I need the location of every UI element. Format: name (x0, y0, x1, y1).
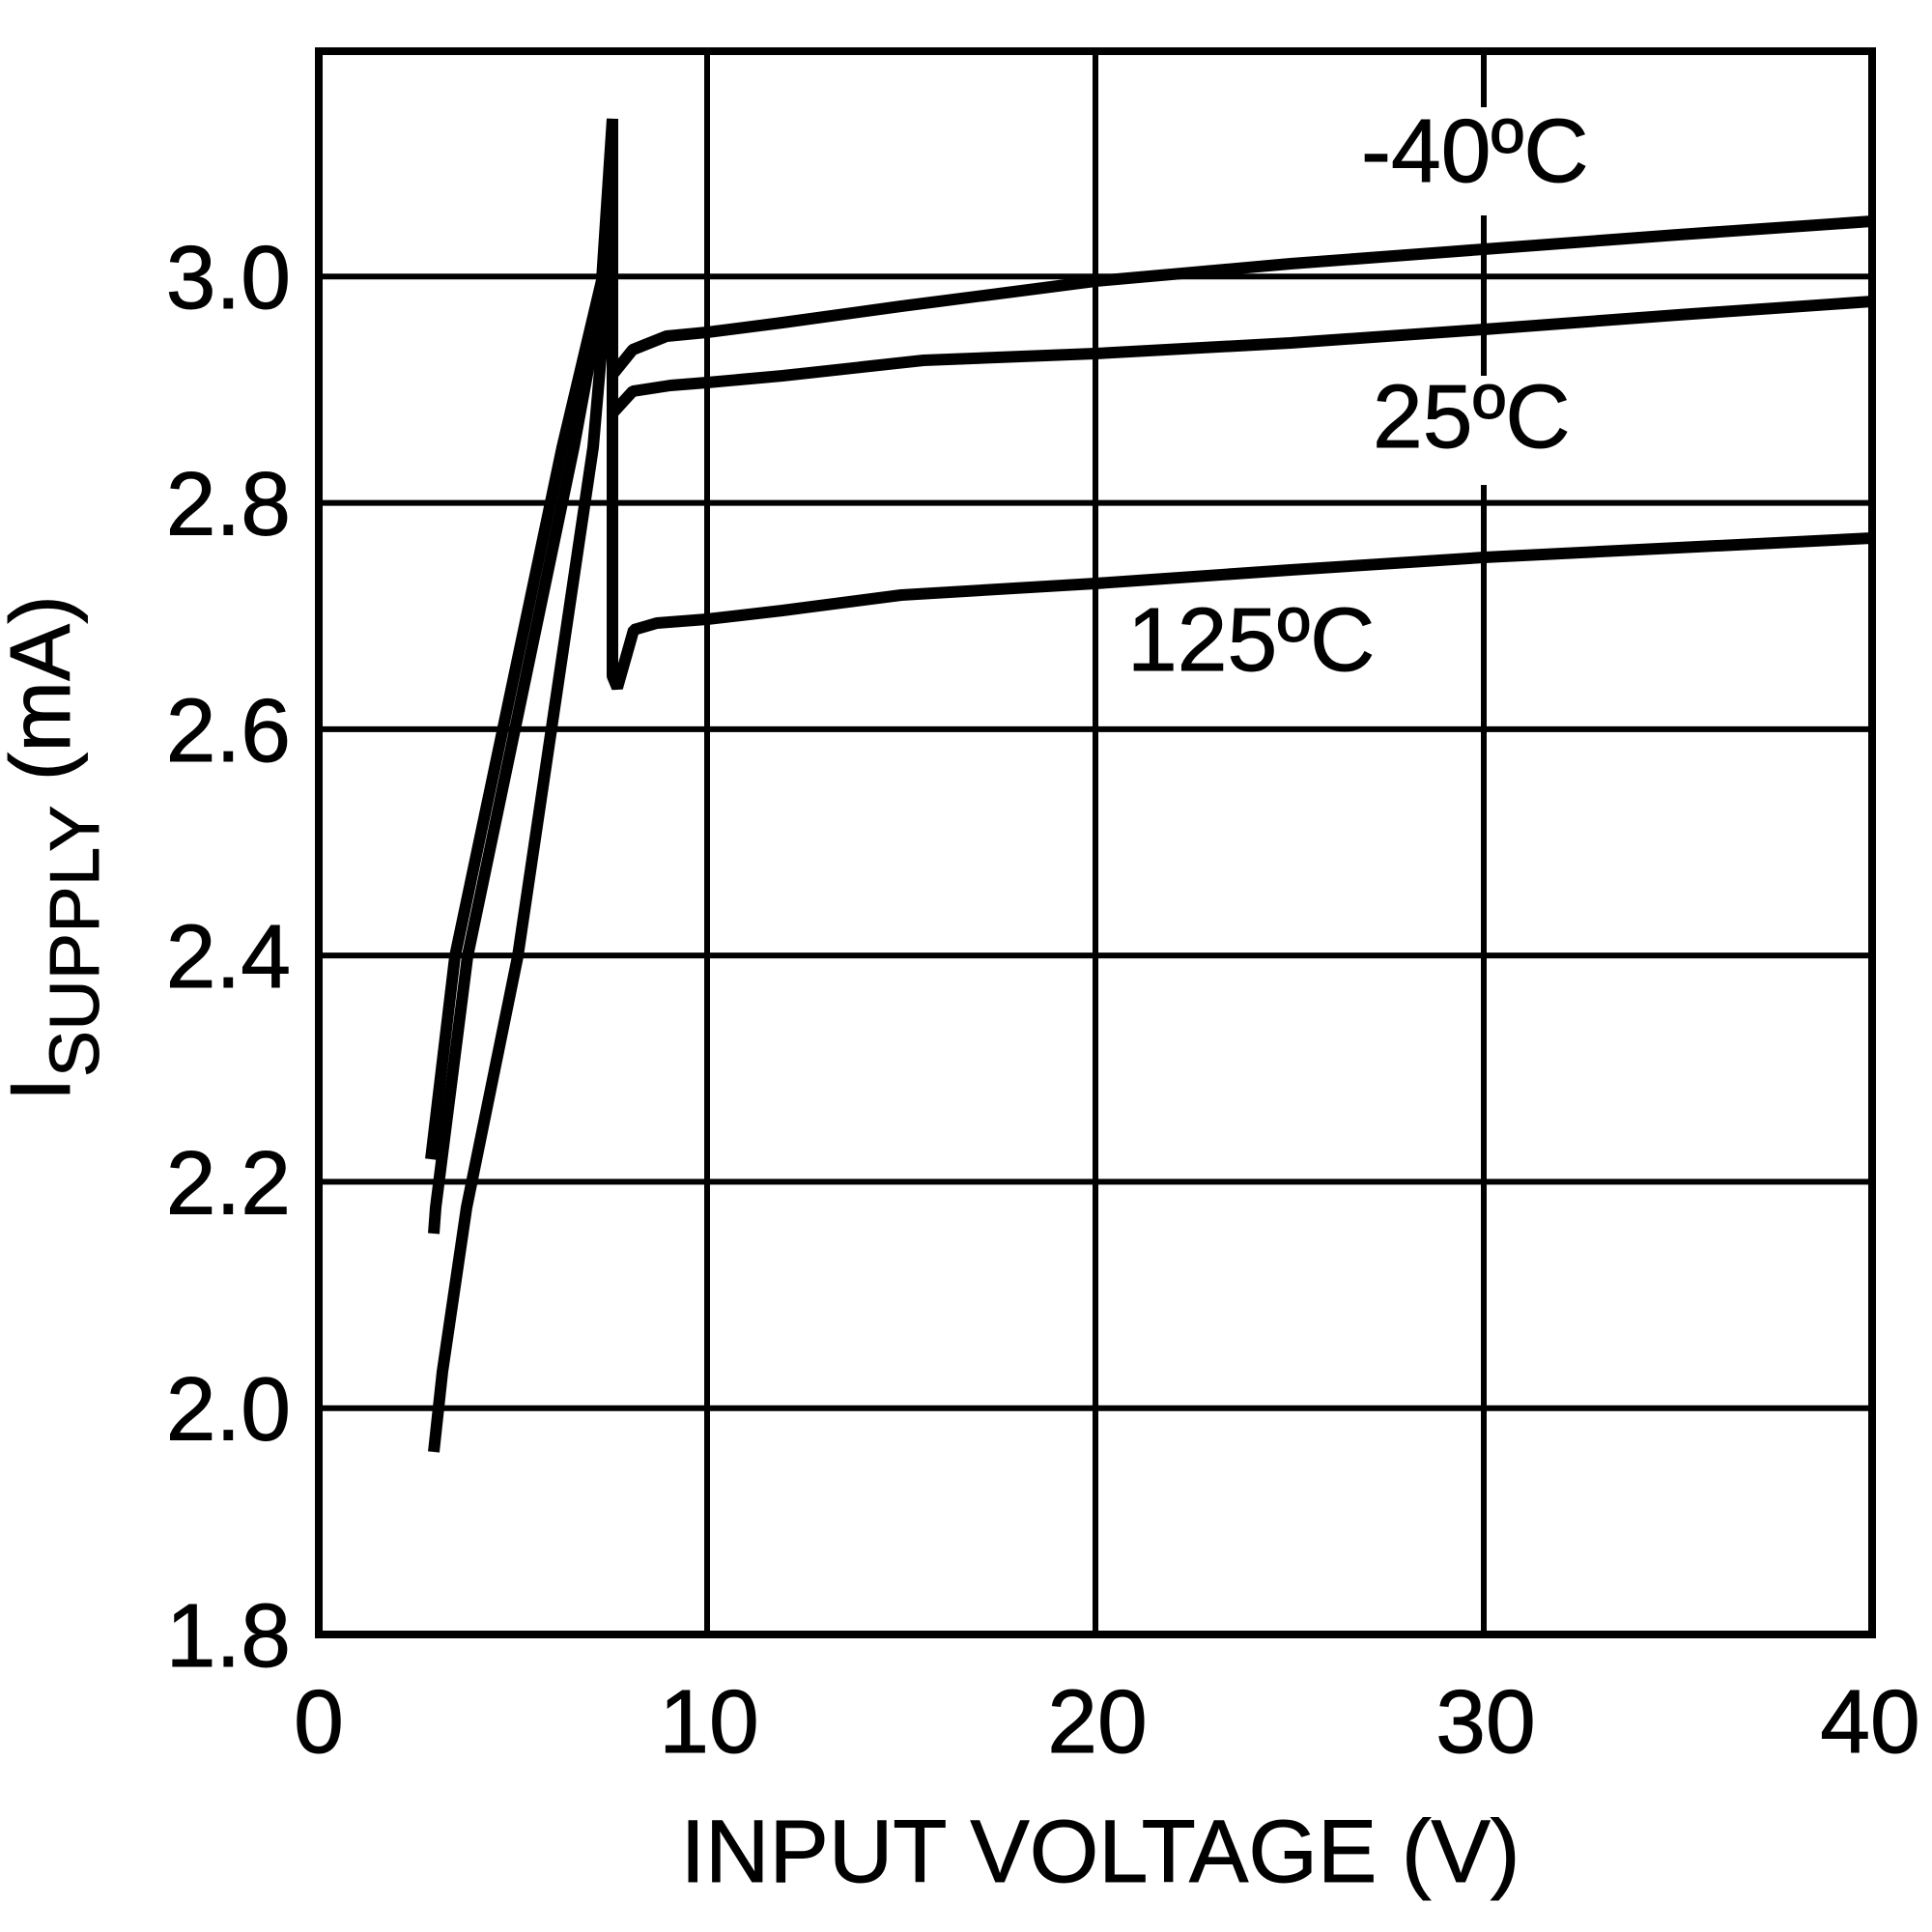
svg-text:20: 20 (1047, 1671, 1147, 1772)
svg-text:125ºC: 125ºC (1127, 589, 1375, 690)
svg-text:30: 30 (1435, 1671, 1535, 1772)
svg-text:40: 40 (1820, 1671, 1919, 1772)
svg-text:3.0: 3.0 (166, 227, 291, 327)
svg-text:2.8: 2.8 (166, 454, 291, 554)
svg-text:10: 10 (659, 1671, 758, 1772)
svg-text:2.6: 2.6 (166, 680, 291, 781)
svg-text:-40ºC: -40ºC (1361, 100, 1589, 201)
svg-text:25ºC: 25ºC (1373, 366, 1571, 467)
svg-text:2.4: 2.4 (166, 906, 291, 1007)
svg-text:1.8: 1.8 (166, 1585, 291, 1686)
svg-text:2.2: 2.2 (166, 1132, 291, 1233)
svg-text:0: 0 (294, 1671, 344, 1772)
svg-text:INPUT VOLTAGE (V): INPUT VOLTAGE (V) (680, 1803, 1520, 1901)
svg-text:2.0: 2.0 (166, 1359, 291, 1460)
